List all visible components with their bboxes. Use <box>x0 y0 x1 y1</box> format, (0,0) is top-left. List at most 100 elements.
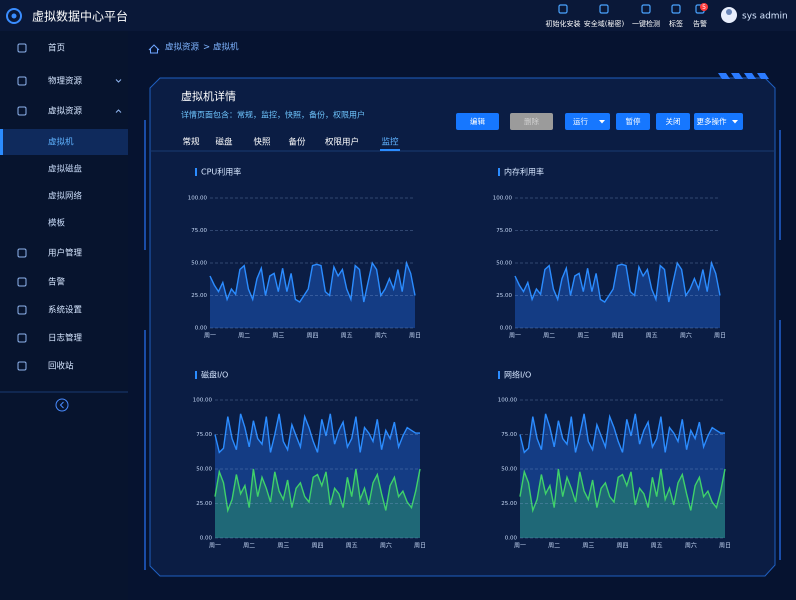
x-tick-label: 周六 <box>685 542 697 550</box>
avatar-head <box>726 9 732 15</box>
menu-item[interactable]: 物理资源 <box>48 76 83 87</box>
tab[interactable]: 常规 <box>182 137 200 148</box>
button[interactable] <box>616 113 650 130</box>
tab[interactable]: 快照 <box>253 137 271 148</box>
x-tick-label: 周五 <box>646 333 658 340</box>
x-tick-label: 周五 <box>341 333 353 340</box>
x-tick-label: 周五 <box>346 543 358 550</box>
menu-item[interactable]: 系统设置 <box>48 305 83 316</box>
button[interactable] <box>656 113 690 130</box>
y-tick-label: 75.00 <box>196 432 212 438</box>
button-label[interactable]: 删除 <box>524 116 539 126</box>
menu-item[interactable]: 用户管理 <box>48 248 83 259</box>
submenu-item[interactable]: 模板 <box>48 218 66 229</box>
button[interactable] <box>565 113 610 130</box>
button[interactable] <box>456 113 499 130</box>
action-icon[interactable] <box>641 4 651 14</box>
x-tick-label: 周日 <box>414 543 426 550</box>
menu-item[interactable]: 虚拟资源 <box>48 106 83 117</box>
y-tick-label: 100.00 <box>188 196 208 202</box>
y-tick-label: 0.00 <box>500 326 513 332</box>
x-tick-label: 周一 <box>204 333 216 340</box>
y-tick-label: 100.00 <box>193 398 213 404</box>
action-label[interactable]: 告警 <box>693 19 707 28</box>
tab[interactable]: 备份 <box>288 137 306 148</box>
panel-description: 详情页面包含：常规，监控，快照，备份，权限用户 <box>181 110 365 120</box>
alert-badge <box>700 3 708 11</box>
button-label[interactable]: 关闭 <box>666 116 681 126</box>
action-label[interactable]: 初始化安装 <box>546 19 581 28</box>
y-tick-label: 25.00 <box>196 501 212 507</box>
collapse-arrow <box>59 401 64 409</box>
y-tick-label: 50.00 <box>191 261 207 267</box>
logo <box>6 8 22 24</box>
y-tick-label: 50.00 <box>501 467 517 473</box>
logo-dot <box>11 13 17 19</box>
collapse-button[interactable] <box>55 398 69 412</box>
chart-title: 网络I/O <box>504 370 531 380</box>
menu-icon <box>17 333 27 343</box>
x-tick-label: 周六 <box>680 332 692 340</box>
action-label[interactable]: 标签 <box>669 19 683 28</box>
menu-item[interactable]: 告警 <box>48 277 66 288</box>
x-tick-label: 周三 <box>577 333 589 340</box>
x-tick-label: 周二 <box>543 333 555 340</box>
breadcrumb-item[interactable]: 虚拟资源 <box>165 42 200 53</box>
submenu-item[interactable]: 虚拟机 <box>48 137 74 148</box>
x-tick-label: 周一 <box>514 543 526 550</box>
y-tick-label: 100.00 <box>493 196 513 202</box>
x-tick-label: 周三 <box>582 543 594 550</box>
dropdown-arrow <box>599 120 605 124</box>
x-tick-label: 周日 <box>409 333 421 340</box>
panel <box>149 77 776 577</box>
button[interactable] <box>510 113 553 130</box>
tab[interactable]: 磁盘 <box>215 137 233 148</box>
y-tick-label: 0.00 <box>505 536 518 542</box>
button-label[interactable]: 暂停 <box>626 116 641 126</box>
action-icon[interactable] <box>558 4 568 14</box>
y-tick-label: 0.00 <box>200 536 213 542</box>
button-label[interactable]: 运行 <box>573 116 588 126</box>
active-menu-bar <box>0 129 3 155</box>
button-label[interactable]: 编辑 <box>470 116 485 126</box>
submenu-item[interactable]: 虚拟磁盘 <box>48 164 83 175</box>
x-tick-label: 周四 <box>311 543 323 550</box>
submenu-item[interactable]: 虚拟网络 <box>48 191 83 202</box>
chart-title-bar <box>195 371 197 379</box>
x-tick-label: 周六 <box>380 542 392 550</box>
line <box>214 413 420 454</box>
y-tick-label: 25.00 <box>496 293 512 299</box>
tab[interactable]: 权限用户 <box>325 137 359 148</box>
y-tick-label: 75.00 <box>496 228 512 234</box>
user-name[interactable]: sys admin <box>742 12 788 22</box>
menu-icon <box>17 106 27 116</box>
menu-icon <box>17 76 27 86</box>
button-label[interactable]: 更多操作 <box>697 116 727 126</box>
action-icon[interactable] <box>671 4 681 14</box>
x-tick-label: 周六 <box>375 332 387 340</box>
menu-item[interactable]: 首页 <box>48 43 65 54</box>
x-tick-label: 周四 <box>611 333 623 340</box>
action-label[interactable]: 安全域(秘密) <box>584 19 625 28</box>
x-tick-label: 周二 <box>238 333 250 340</box>
action-icon[interactable] <box>599 4 609 14</box>
menu-icon <box>17 305 27 315</box>
panel-decoration <box>718 73 769 79</box>
alert-count: 5 <box>702 4 706 11</box>
action-label[interactable]: 一键检测 <box>632 19 660 28</box>
chart-title: CPU利用率 <box>201 167 241 177</box>
button[interactable] <box>694 113 743 130</box>
menu-item[interactable]: 日志管理 <box>48 333 83 344</box>
y-tick-label: 50.00 <box>196 467 212 473</box>
panel-title: 虚拟机详情 <box>181 89 236 103</box>
line <box>214 468 421 514</box>
menu-item[interactable]: 回收站 <box>48 361 74 372</box>
x-tick-label: 周四 <box>616 543 628 550</box>
chart-title-bar <box>195 168 197 176</box>
x-tick-label: 周日 <box>719 543 731 550</box>
menu-icon <box>17 277 27 287</box>
tab[interactable]: 监控 <box>381 137 399 148</box>
breadcrumb-item[interactable]: 虚拟机 <box>213 42 239 53</box>
sidebar <box>0 31 128 600</box>
